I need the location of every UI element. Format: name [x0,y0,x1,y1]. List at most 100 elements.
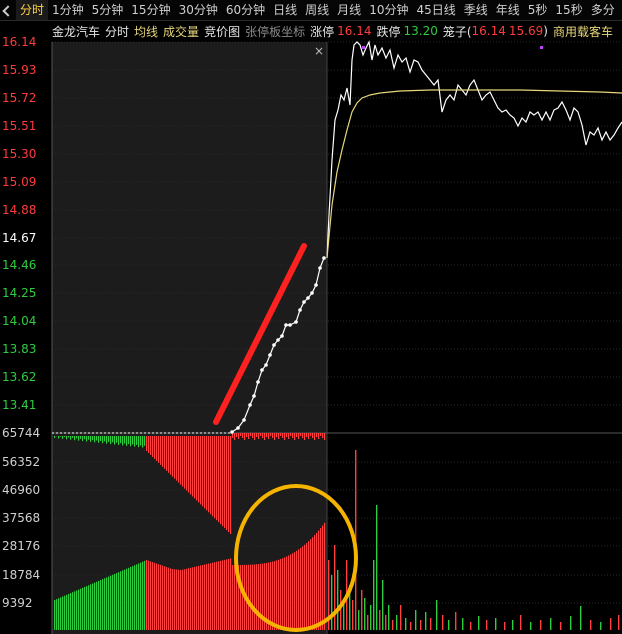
tab-2[interactable]: 5分钟 [91,3,124,17]
auction-toggle[interactable]: 竞价图 [204,24,241,39]
volume-bar [276,560,278,630]
volume-bar [76,436,78,439]
volume-bar [170,436,172,475]
limit-up-value: 16.14 [337,24,372,38]
close-icon[interactable]: × [314,44,324,58]
avg-line-toggle[interactable]: 均线 [134,24,159,39]
volume-bar [334,545,336,630]
volume-bar [618,615,620,630]
volume-bar [204,564,206,630]
annotation-circle [234,484,358,632]
volume-bar [90,436,92,442]
volume-bar [82,436,84,442]
volume-bar [100,580,102,630]
volume-bar [164,566,166,630]
tab-14[interactable]: 15秒 [555,3,583,17]
volume-bar [70,593,72,630]
volume-bar [212,436,214,517]
volume-bar [324,522,326,630]
tab-3[interactable]: 15分钟 [131,3,171,17]
volume-bar [250,433,252,436]
auction-dot [264,363,268,367]
volume-bar [94,582,96,630]
volume-bar [184,569,186,630]
volume-bar [90,584,92,630]
limit-coord-toggle[interactable]: 张停板坐标 [245,24,306,39]
volume-bar [286,556,288,630]
auction-dot [280,334,284,338]
volume-bar [238,564,240,630]
volume-bar [74,436,76,441]
volume-bar [214,436,216,519]
tab-10[interactable]: 45日线 [416,3,456,17]
tab-8[interactable]: 月线 [337,3,362,17]
volume-bar [470,622,472,630]
volume-bar [218,436,220,523]
volume-bar [206,564,208,630]
volume-bar [388,605,390,630]
tab-6[interactable]: 日线 [273,3,298,17]
volume-bar [98,436,100,443]
volume-bar [200,565,202,630]
volume-bar [268,433,270,439]
cage-high: 16.14 [471,24,506,38]
mode-label[interactable]: 分时 [105,24,130,39]
volume-bar [242,564,244,630]
price-tick-label: 13.83 [2,342,37,356]
volume-bar [92,436,94,441]
auction-dot [302,300,306,304]
volume-bar [86,586,88,630]
volume-bar [144,560,146,630]
volume-bar [610,618,612,630]
volume-bar [322,525,324,630]
volume-bar [168,436,170,473]
volume-bar [258,564,260,630]
volume-bar [176,436,178,481]
tab-13[interactable]: 5秒 [527,3,548,17]
volume-toggle[interactable]: 成交量 [163,24,200,39]
volume-tick-label: 9392 [2,596,33,610]
volume-bar [570,616,572,630]
volume-bar [60,597,62,630]
volume-bar [232,565,234,630]
tab-7[interactable]: 周线 [305,3,330,17]
volume-bar [234,564,236,630]
volume-bar [128,567,130,630]
tab-15[interactable]: 多分 [590,3,615,17]
volume-bar [166,566,168,630]
volume-bar [230,436,232,535]
volume-bar [270,562,272,630]
tab-4[interactable]: 30分钟 [178,3,218,17]
volume-bar [54,600,56,630]
price-lines [52,40,622,434]
volume-bar [204,436,206,509]
volume-bar [226,436,228,531]
volume-bar [274,560,276,630]
auction-dot [288,323,292,327]
volume-bar [370,605,372,630]
volume-bar [130,566,132,630]
price-tick-label: 16.14 [2,35,37,49]
volume-bar [112,574,114,630]
volume-bar [70,436,72,440]
volume-bar [136,436,138,445]
volume-bar [198,436,200,503]
volume-bar [162,565,164,630]
tab-1[interactable]: 1分钟 [52,3,84,17]
volume-bar [302,433,304,438]
volume-bar [530,622,532,630]
tab-11[interactable]: 季线 [463,3,488,17]
volume-bar [280,433,282,436]
volume-bar [316,532,318,630]
volume-bar [282,433,284,438]
price-tick-label: 15.72 [2,91,37,105]
volume-bar [436,600,438,630]
tab-5[interactable]: 60分钟 [225,3,266,17]
tab-12[interactable]: 年线 [495,3,520,17]
volume-bar [560,622,562,630]
tab-0[interactable]: 分时 [16,0,49,20]
volume-bar [262,563,264,630]
sector-label[interactable]: 商用载客车 [552,24,613,39]
tab-9[interactable]: 10分钟 [369,3,409,17]
period-tab-bar: 分时 1分钟 5分钟 15分钟 30分钟 60分钟 日线 周线 月线 10分钟 45日线 季线 年线 5秒… [0,0,622,21]
